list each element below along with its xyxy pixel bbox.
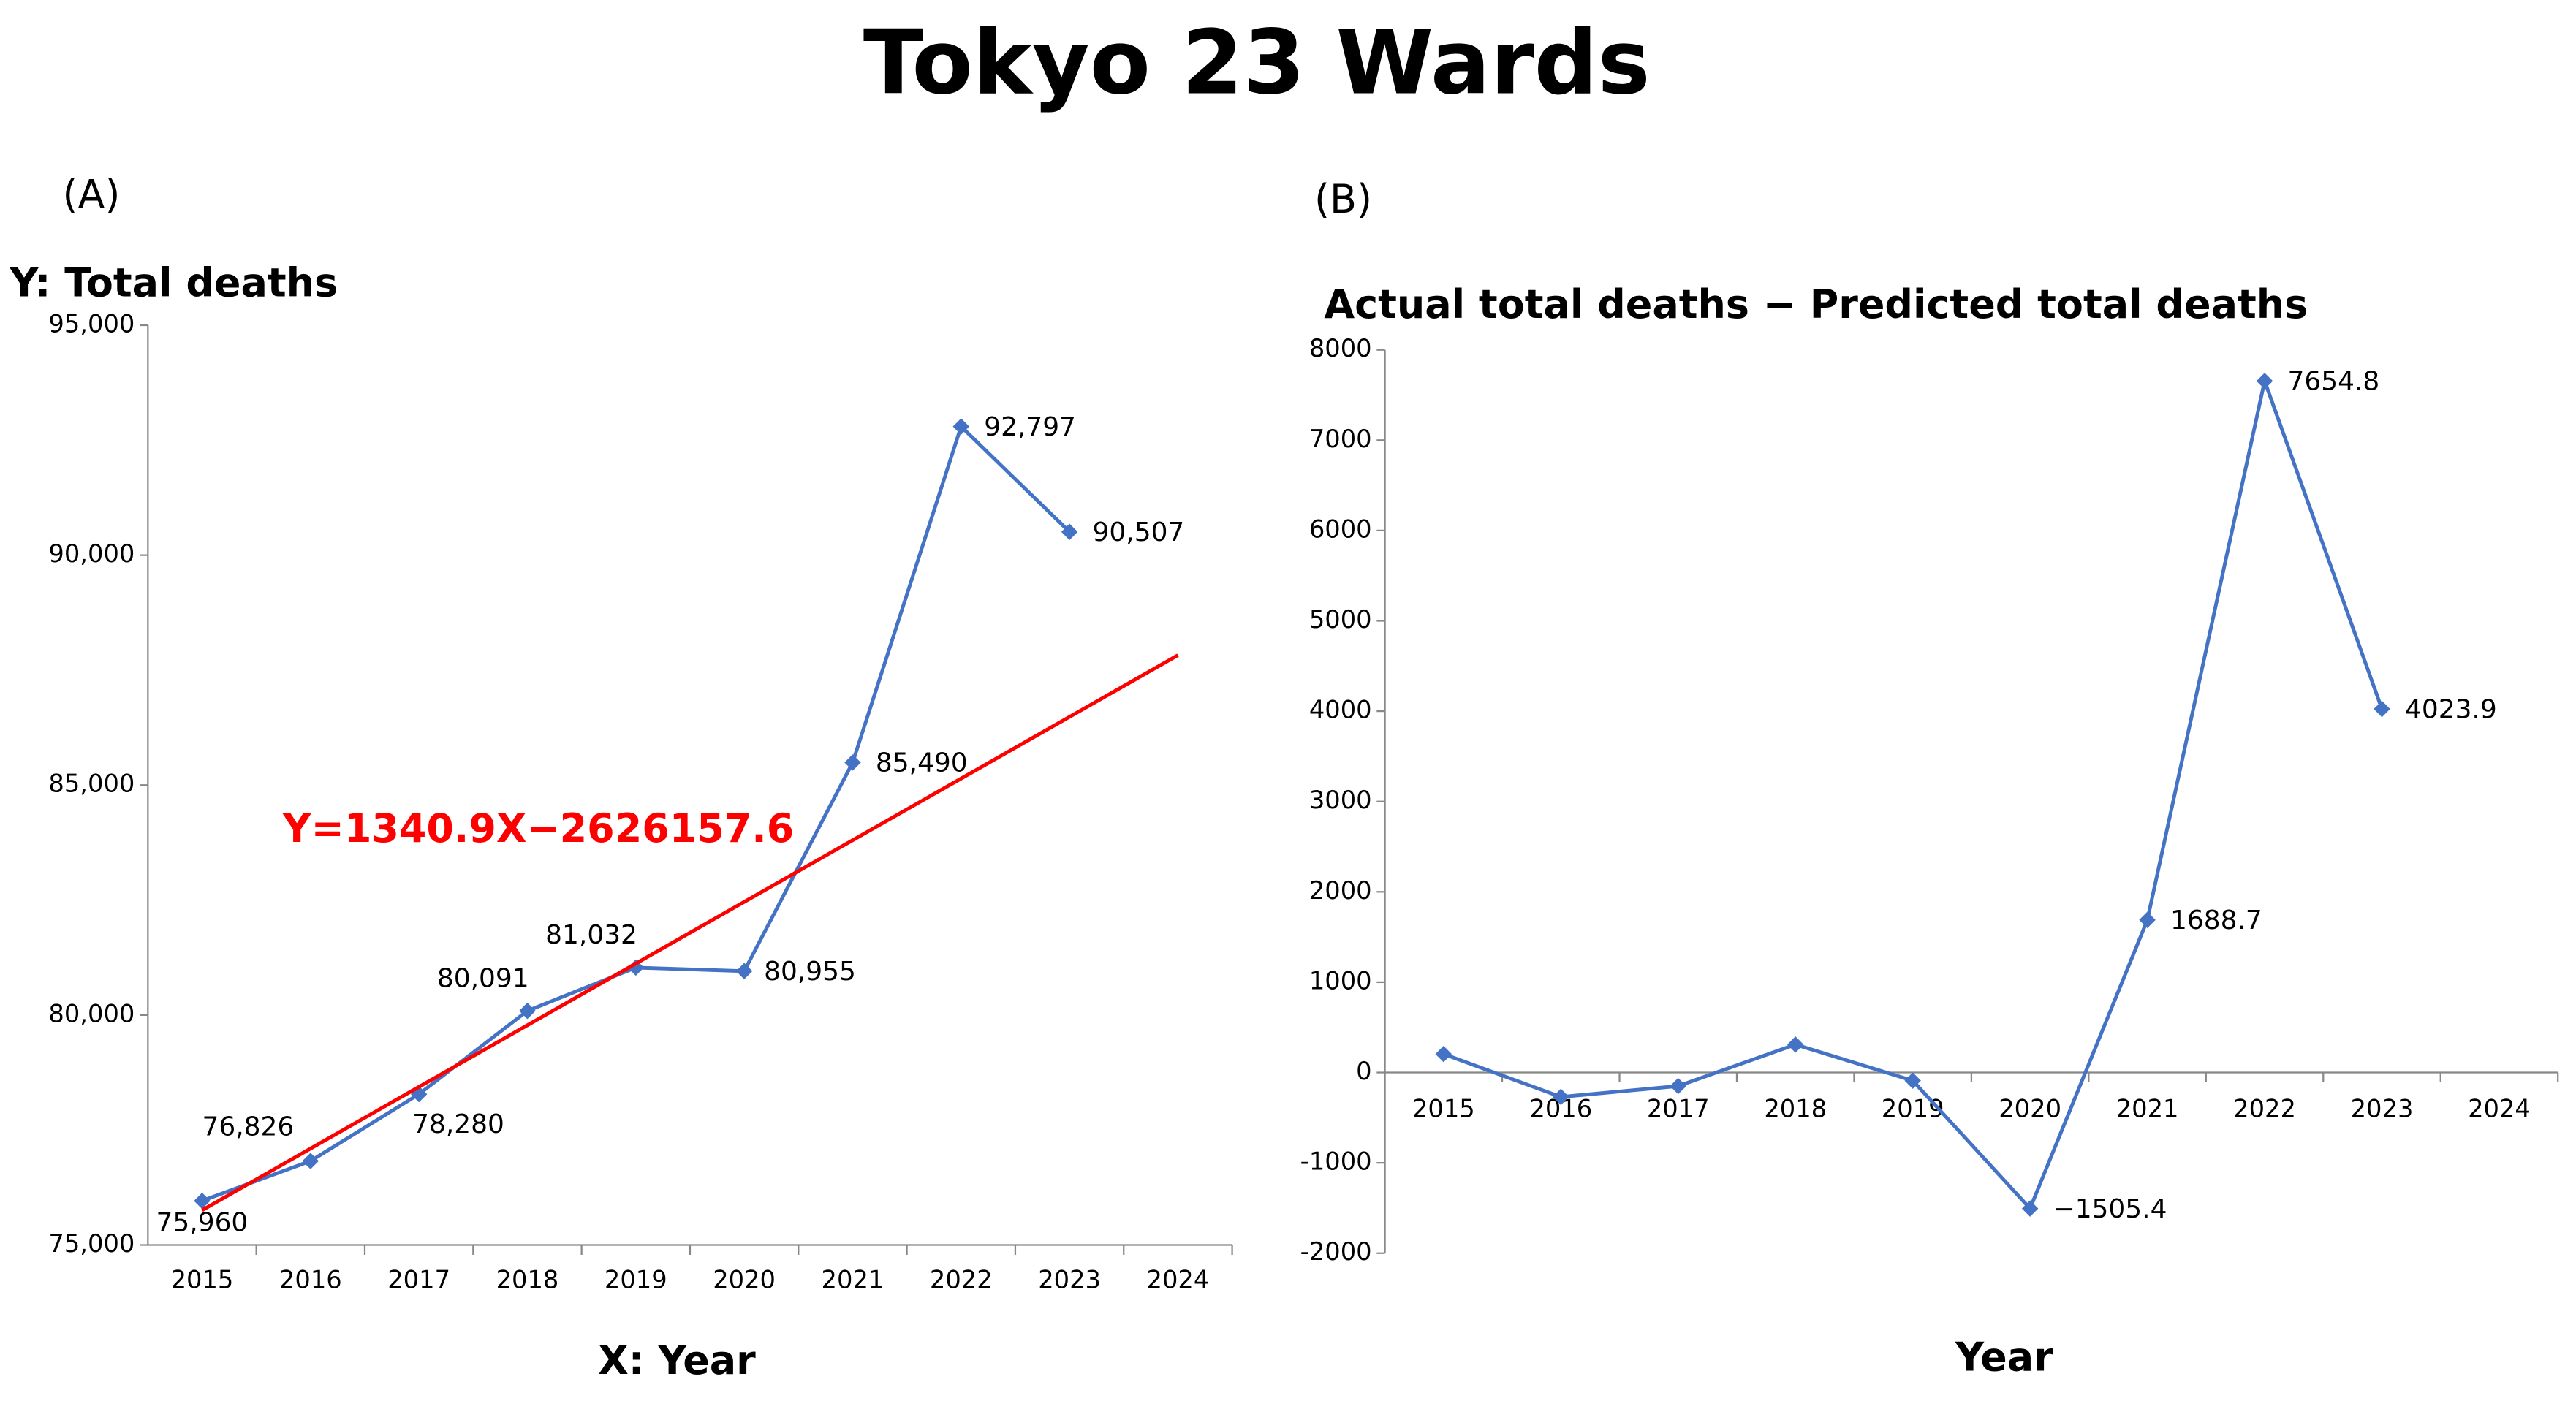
data-point — [844, 754, 861, 771]
panel-label: (A) — [62, 171, 120, 217]
y-tick-label: 5000 — [1309, 605, 1372, 634]
data-label: 78,280 — [412, 1109, 504, 1139]
x-tick-label: 2018 — [1764, 1095, 1827, 1123]
x-tick-label: 2016 — [279, 1265, 342, 1294]
data-label: −1505.4 — [2053, 1194, 2167, 1224]
x-tick-label: 2017 — [387, 1265, 450, 1294]
data-label: 80,955 — [764, 957, 856, 987]
data-point — [735, 963, 753, 980]
data-point — [194, 1192, 211, 1210]
data-label: 85,490 — [876, 748, 968, 778]
data-point — [2021, 1200, 2039, 1217]
x-tick-label: 2019 — [605, 1265, 667, 1294]
data-point — [1061, 523, 1078, 540]
x-tick-label: 2018 — [496, 1265, 559, 1294]
data-point — [2374, 700, 2390, 718]
y-tick-label: -1000 — [1300, 1147, 1372, 1176]
x-tick-label: 2015 — [1412, 1095, 1475, 1123]
data-point — [1670, 1077, 1686, 1095]
y-tick-label: 3000 — [1309, 786, 1372, 814]
data-label: 90,507 — [1093, 517, 1185, 547]
data-label: 81,032 — [545, 920, 637, 950]
data-label: 1688.7 — [2170, 905, 2262, 935]
figure-title: Tokyo 23 Wards — [863, 11, 1651, 115]
x-tick-label: 2022 — [930, 1265, 993, 1294]
x-tick-label: 2021 — [2116, 1095, 2179, 1123]
y-tick-label: 8000 — [1309, 334, 1372, 362]
y-tick-label: 95,000 — [48, 309, 135, 338]
y-tick-label: 90,000 — [48, 539, 135, 568]
data-label: 76,826 — [202, 1112, 294, 1142]
data-point — [302, 1153, 319, 1169]
trendline — [201, 653, 1179, 1212]
y-tick-label: 7000 — [1309, 425, 1372, 453]
panel-label: (B) — [1314, 176, 1372, 222]
data-label: 80,091 — [437, 963, 529, 993]
x-tick-label: 2023 — [1038, 1265, 1101, 1294]
x-tick-label: 2022 — [2233, 1095, 2296, 1123]
data-point — [1553, 1088, 1569, 1106]
x-tick-label: 2024 — [1147, 1265, 1210, 1294]
chart-title: Actual total deaths − Predicted total de… — [1324, 281, 2308, 327]
data-label: 7654.8 — [2288, 367, 2380, 397]
data-label: 92,797 — [984, 412, 1076, 442]
y-tick-label: 80,000 — [48, 999, 135, 1028]
y-tick-label: 4000 — [1309, 696, 1372, 724]
y-tick-label: 1000 — [1309, 966, 1372, 995]
trendline-equation: Y=1340.9X−2626157.6 — [282, 805, 795, 851]
data-point — [2256, 373, 2273, 390]
data-point — [1904, 1072, 1921, 1089]
x-tick-label: 2023 — [2351, 1095, 2414, 1123]
y-tick-label: -2000 — [1300, 1237, 1372, 1266]
data-point — [519, 1002, 536, 1020]
y-tick-label: 6000 — [1309, 515, 1372, 543]
data-point — [627, 959, 645, 976]
data-point — [1435, 1045, 1452, 1063]
x-tick-label: 2015 — [171, 1265, 234, 1294]
data-point — [952, 418, 970, 435]
x-tick-label: 2020 — [1999, 1095, 2061, 1123]
data-point — [1787, 1036, 1804, 1053]
data-point — [2139, 911, 2156, 929]
x-tick-label: 2021 — [822, 1265, 884, 1294]
y-tick-label: 75,000 — [48, 1229, 135, 1258]
y-tick-label: 2000 — [1309, 876, 1372, 905]
x-tick-label: 2024 — [2468, 1095, 2531, 1123]
x-tick-label: 2019 — [1882, 1095, 1944, 1123]
x-tick-label: 2017 — [1647, 1095, 1710, 1123]
x-tick-label: 2020 — [713, 1265, 776, 1294]
data-label: 4023.9 — [2405, 694, 2497, 724]
x-axis-title: Year — [1955, 1334, 2053, 1380]
y-tick-label: 85,000 — [48, 770, 135, 798]
data-label: 75,960 — [156, 1208, 249, 1238]
x-axis-title: X: Year — [598, 1337, 756, 1383]
y-tick-label: 0 — [1356, 1057, 1371, 1085]
y-axis-title: Y: Total deaths — [10, 260, 338, 306]
